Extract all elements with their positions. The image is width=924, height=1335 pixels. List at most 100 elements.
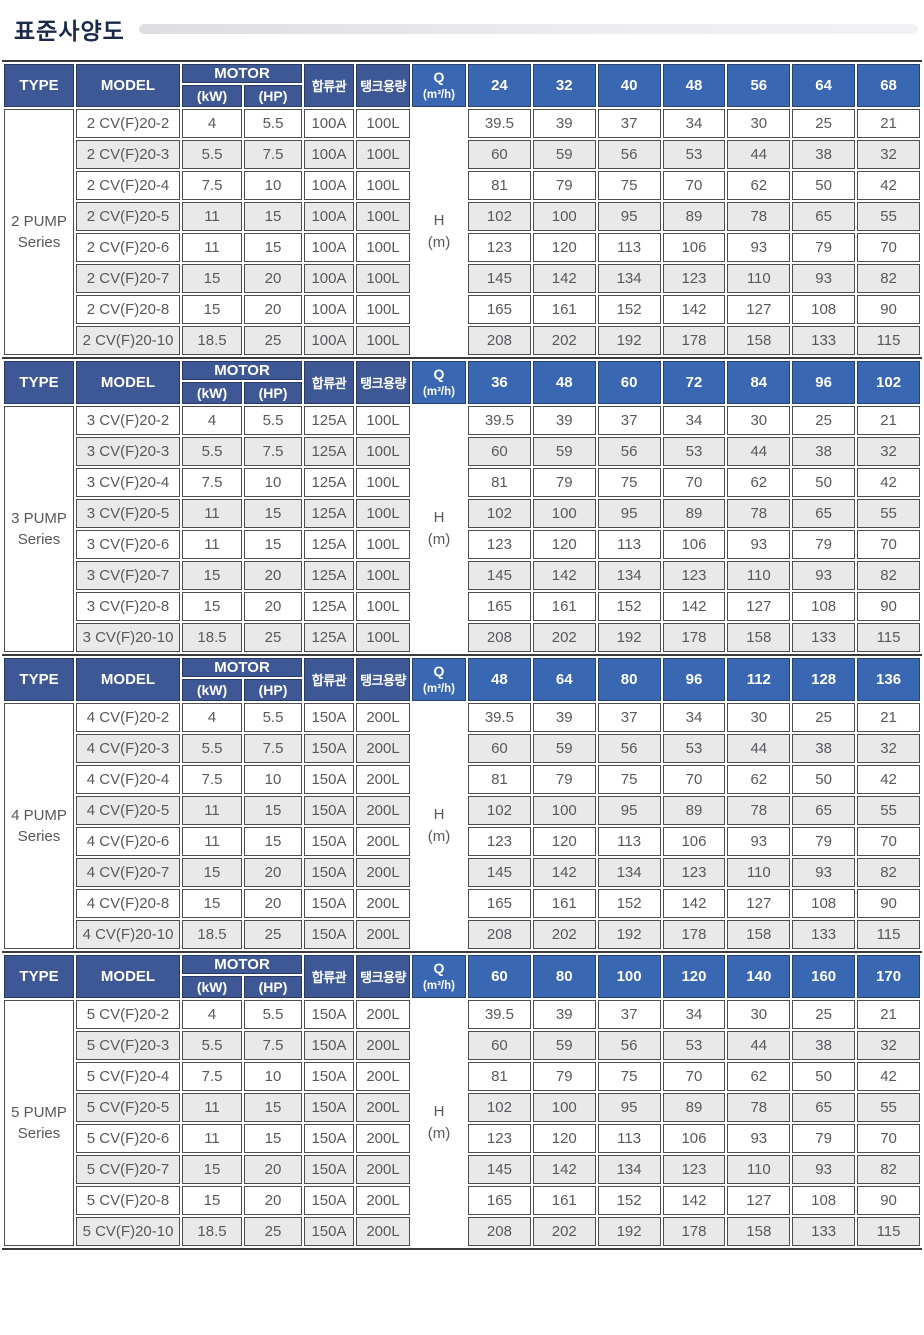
cell-h-value: 106 [662,530,726,559]
cell-pipe: 150A [304,1000,354,1029]
cell-h-value: 44 [727,734,791,763]
cell-h-value: 93 [792,1155,856,1184]
col-header-motor: MOTOR [182,361,302,380]
cell-h-value: 50 [792,1062,856,1091]
table-row: 4 PUMP Series 4 CV(F)20-2 4 5.5 150A 200L H (m)… [4,703,920,949]
h-label: H [433,508,445,526]
col-header-q-value: 128 [792,658,856,701]
col-header-hp: (HP) [244,85,302,107]
cell-tank: 200L [356,858,410,887]
cell-h-value: 152 [597,592,661,621]
col-header-q-value: 72 [662,361,726,404]
cell-pipe: 125A [304,437,354,466]
cell-h-value: 34 [662,1000,726,1029]
cell-h-value: 42 [857,1062,920,1091]
cell-h-value: 108 [792,295,856,324]
cell-tank: 200L [356,1186,410,1215]
cell-h-value: 158 [727,326,791,355]
col-header-tank: 탱크용량 [356,64,410,107]
header-subrow: (kW) (HP) [4,679,920,701]
cell-h-value: 65 [792,202,856,231]
cell-model: 2 CV(F)20-7 [76,264,180,293]
cell-pipe: 125A [304,592,354,621]
cell-motor-hp: 7.5 [244,734,302,763]
col-header-q-value: 112 [727,658,791,701]
col-header-motor: MOTOR [182,955,302,974]
h-label: H [433,805,445,823]
cell-pipe: 100A [304,295,354,324]
cell-h-value: 75 [597,171,661,200]
cell-h-value: 142 [662,889,726,918]
cell-h-value: 70 [662,1062,726,1091]
cell-h-value: 145 [468,264,531,293]
cell-motor-hp: 15 [244,1124,302,1153]
cell-motor-kw: 7.5 [182,765,242,794]
cell-h-value: 53 [662,437,726,466]
cell-model: 2 CV(F)20-8 [76,295,180,324]
cell-motor-kw: 7.5 [182,171,242,200]
col-header-q-value: 60 [597,361,661,404]
cell-h-value: 75 [597,468,661,497]
col-header-q: Q (m³/h) [412,64,466,107]
cell-h-value: 152 [597,1186,661,1215]
cell-h-value: 25 [792,109,856,138]
cell-h-value: 79 [532,1062,596,1091]
table-row: 4 CV(F)20-7 15 20 150A 200L 145 142 134 123 110 93… [4,858,920,887]
cell-h-value: 79 [532,468,596,497]
table-row: 5 CV(F)20-5 11 15 150A 200L 102 100 95 89 78 65 55 [4,1093,920,1122]
cell-h-value: 62 [727,1062,791,1091]
col-header-q-value: 64 [532,658,596,701]
cell-h-value: 142 [662,1186,726,1215]
cell-motor-kw: 11 [182,796,242,825]
cell-tank: 200L [356,1062,410,1091]
cell-tank: 200L [356,1124,410,1153]
cell-h-value: 165 [468,592,531,621]
cell-h-value: 21 [857,703,920,732]
cell-h-value: 110 [727,858,791,887]
cell-h-value: 158 [727,623,791,652]
table-row: 5 CV(F)20-8 15 20 150A 200L 165 161 152 142 127 10… [4,1186,920,1215]
cell-model: 3 CV(F)20-8 [76,592,180,621]
col-header-q-value: 80 [532,955,596,998]
cell-tank: 200L [356,1093,410,1122]
cell-h-value: 59 [532,734,596,763]
h-label: H [433,211,445,229]
cell-h-value: 82 [857,561,920,590]
cell-motor-kw: 4 [182,1000,242,1029]
q-unit: (m³/h) [423,682,455,695]
cell-h-value: 95 [597,796,661,825]
cell-h-value: 158 [727,1217,791,1246]
cell-pipe: 125A [304,499,354,528]
cell-h-value: 133 [792,1217,856,1246]
cell-motor-hp: 20 [244,264,302,293]
cell-h-value: 123 [662,858,726,887]
cell-h-value: 30 [727,109,791,138]
cell-motor-kw: 18.5 [182,326,242,355]
spec-table-4-pump-series: TYPE MODEL MOTOR 합류관 탱크용량 Q (m³/h) 60 80 100 120 14… [2,951,922,1250]
cell-h-value: 62 [727,468,791,497]
cell-motor-hp: 20 [244,592,302,621]
cell-h-value: 120 [532,233,596,262]
cell-motor-hp: 7.5 [244,1031,302,1060]
cell-h-value: 110 [727,264,791,293]
cell-h-value: 123 [662,1155,726,1184]
cell-model: 3 CV(F)20-7 [76,561,180,590]
cell-h-value: 110 [727,1155,791,1184]
q-label: Q [433,365,445,382]
h-label: H [433,1102,445,1120]
cell-pipe: 150A [304,1186,354,1215]
table-row: 3 CV(F)20-5 11 15 125A 100L 102 100 95 89 78 65 55 [4,499,920,528]
q-label: Q [433,959,445,976]
cell-h-value: 161 [532,295,596,324]
cell-h-value: 38 [792,1031,856,1060]
cell-h-value: 79 [792,827,856,856]
cell-motor-kw: 18.5 [182,623,242,652]
table-row: 4 CV(F)20-10 18.5 25 150A 200L 208 202 192 178 15… [4,920,920,949]
cell-h-value: 21 [857,1000,920,1029]
cell-motor-kw: 11 [182,530,242,559]
table-row: 2 CV(F)20-6 11 15 100A 100L 123 120 113 106 93 79 7… [4,233,920,262]
cell-h-value: 120 [532,827,596,856]
cell-motor-hp: 15 [244,202,302,231]
cell-model: 3 CV(F)20-3 [76,437,180,466]
